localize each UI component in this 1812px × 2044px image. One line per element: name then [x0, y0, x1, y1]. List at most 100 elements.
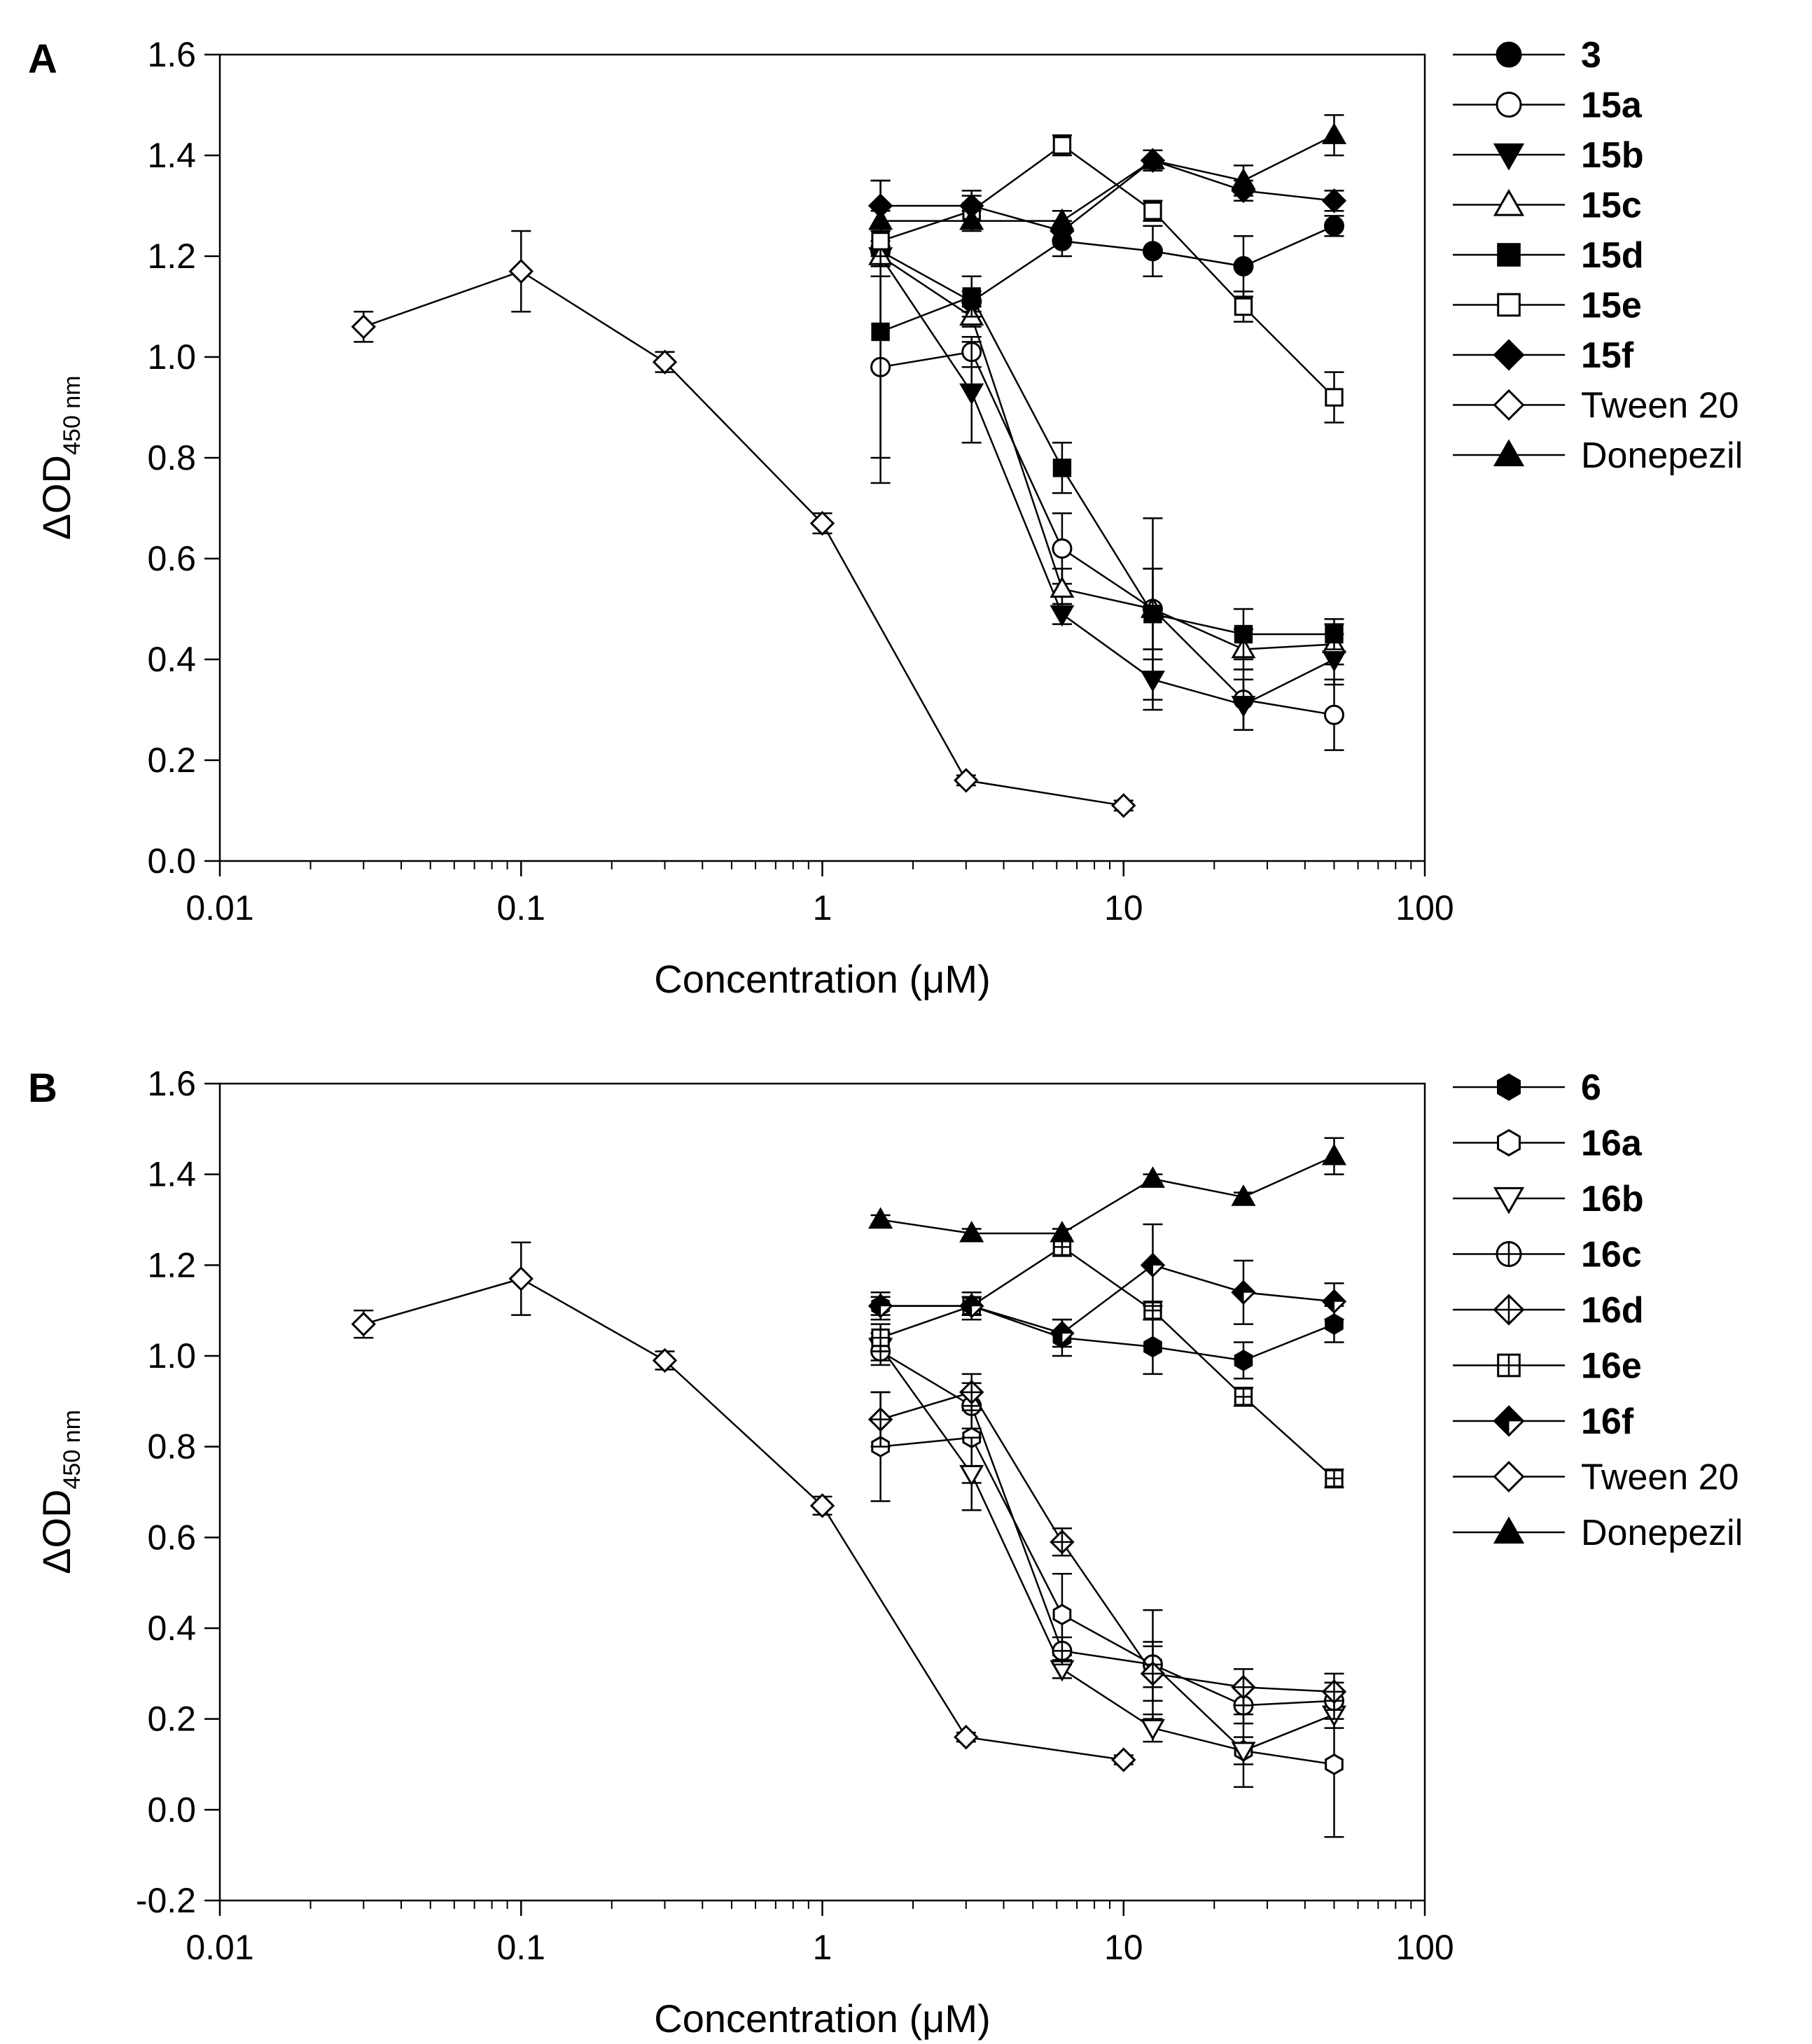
data-point-a-4-5-shape	[1325, 624, 1344, 644]
data-point-a-4-5	[1325, 624, 1344, 644]
legend-entry-a-4: 15d	[1453, 235, 1644, 276]
data-point-a-4-2-shape	[1052, 458, 1072, 477]
y-tick-label-a-6: 1.2	[147, 237, 196, 276]
data-point-a-7-4-shape	[954, 768, 979, 793]
data-point-a-0-4	[1233, 255, 1254, 276]
legend-marker-a-1-shape	[1496, 92, 1522, 118]
data-point-a-1-5	[1323, 704, 1344, 725]
data-point-a-8-4-shape	[1231, 168, 1256, 190]
x-tick-label-b-1: 0.1	[496, 1928, 545, 1967]
data-point-a-5-3	[1143, 202, 1162, 220]
legend-entry-a-2: 15b	[1453, 135, 1644, 176]
y-tick-label-a-7: 1.4	[147, 136, 196, 175]
data-point-b-2-4-shape	[1231, 1742, 1256, 1764]
legend-entry-b-0: 6	[1453, 1068, 1601, 1108]
data-point-a-2-3	[1140, 671, 1165, 692]
legend-label-b-6: 16f	[1581, 1401, 1634, 1442]
y-axis-label-subscript-a: 450 nm	[59, 376, 85, 455]
legend-label-b-7: Tween 20	[1581, 1457, 1739, 1498]
data-point-b-6-2-quarter	[1061, 1321, 1074, 1334]
data-point-a-3-2	[1050, 576, 1075, 598]
data-point-a-4-0-shape	[871, 322, 890, 342]
series-line-b-8	[880, 1155, 1334, 1235]
data-point-b-2-4	[1231, 1742, 1256, 1764]
data-point-b-0-3-shape	[1143, 1336, 1162, 1358]
data-point-b-8-5-shape	[1321, 1143, 1347, 1166]
y-tick-label-b-3: 0.4	[147, 1609, 196, 1648]
x-tick-label-a-1: 0.1	[496, 888, 545, 927]
data-point-b-6-4	[1231, 1280, 1256, 1305]
series-line-b-4	[880, 1391, 1334, 1693]
data-point-b-8-5	[1321, 1143, 1347, 1166]
legend-marker-a-0	[1496, 41, 1522, 68]
data-point-a-8-5-shape	[1321, 122, 1347, 144]
legend-marker-a-1	[1496, 92, 1522, 118]
data-point-b-8-1-shape	[959, 1220, 984, 1242]
x-tick-label-b-0: 0.01	[186, 1928, 253, 1967]
legend-entry-a-1: 15a	[1453, 85, 1643, 126]
data-point-a-5-3-shape	[1143, 202, 1162, 220]
series-line-b-1	[880, 1436, 1334, 1765]
legend-label-b-4: 16d	[1581, 1290, 1644, 1331]
data-point-b-4-3	[1140, 1661, 1166, 1686]
data-point-a-5-2	[1052, 136, 1072, 155]
legend-entry-b-8: Donepezil	[1453, 1513, 1743, 1553]
data-point-b-7-3	[809, 1493, 835, 1518]
legend-marker-b-2-shape	[1493, 1186, 1525, 1214]
data-point-b-8-2-shape	[1050, 1220, 1075, 1242]
data-point-a-8-1-shape	[959, 208, 984, 230]
data-point-a-7-2-shape	[652, 349, 678, 374]
data-point-a-7-0	[351, 314, 377, 340]
data-point-a-2-1	[959, 383, 984, 405]
y-axis-label-a: ΔOD450 nm	[34, 376, 85, 540]
data-point-b-7-4-shape	[954, 1724, 979, 1750]
data-point-b-4-4-cross	[1232, 1676, 1255, 1698]
legend-label-a-5: 15e	[1581, 286, 1642, 326]
x-tick-label-a-2: 1	[813, 888, 832, 927]
data-point-a-5-5	[1325, 388, 1344, 407]
data-point-a-8-2-shape	[1050, 208, 1075, 230]
data-point-b-6-4-quarter	[1243, 1280, 1255, 1293]
data-point-a-6-5-shape	[1321, 188, 1347, 214]
legend-marker-a-4	[1497, 243, 1521, 267]
panel-label-a: A	[28, 36, 57, 82]
chart-panel-a: 0.01 0.1 1 10 100 0.0 0.2 0.4 0.6 0.8 1.0 1.2 1.4 1.6…	[34, 35, 1743, 1001]
legend-marker-b-2	[1493, 1186, 1525, 1214]
data-point-b-8-3-shape	[1140, 1166, 1165, 1188]
legend-marker-a-8-shape	[1493, 439, 1525, 467]
legend-label-a-7: Tween 20	[1581, 386, 1739, 426]
data-point-b-6-0	[867, 1293, 893, 1319]
data-point-b-2-1-shape	[959, 1464, 984, 1487]
data-point-a-3-2-shape	[1050, 576, 1075, 598]
legend-marker-a-5-shape	[1497, 293, 1521, 317]
series-line-a-7	[363, 270, 1124, 807]
series-a-7	[351, 230, 1136, 818]
data-point-b-5-0-cross	[872, 1329, 889, 1346]
data-point-a-4-3-shape	[1143, 605, 1162, 624]
data-point-a-5-2-shape	[1052, 136, 1072, 155]
data-point-a-6-5	[1321, 188, 1347, 214]
data-point-b-4-5-cross	[1323, 1681, 1346, 1703]
series-b-4	[867, 1373, 1347, 1711]
legend-label-b-1: 16a	[1581, 1124, 1643, 1164]
legend-label-b-3: 16c	[1581, 1235, 1642, 1275]
data-point-b-7-2-shape	[652, 1348, 678, 1373]
data-point-b-6-1-quarter	[971, 1294, 984, 1307]
y-tick-label-b-5: 0.8	[147, 1427, 196, 1466]
data-point-b-0-3	[1143, 1336, 1162, 1358]
data-point-a-5-0	[871, 232, 890, 251]
data-point-a-7-0-shape	[351, 314, 377, 340]
legend-entry-b-5: 16e	[1453, 1346, 1642, 1387]
legend-label-b-2: 16b	[1581, 1179, 1644, 1219]
data-point-a-4-2	[1052, 458, 1072, 477]
legend-label-b-0: 6	[1581, 1068, 1601, 1108]
x-tick-label-a-4: 100	[1395, 888, 1454, 927]
legend-marker-b-4-cross	[1494, 1295, 1524, 1324]
legend-entry-b-7: Tween 20	[1453, 1457, 1739, 1498]
legend-marker-b-7	[1493, 1460, 1525, 1493]
data-point-b-4-5	[1321, 1679, 1347, 1704]
data-point-a-8-3-shape	[1140, 148, 1165, 169]
series-a-4	[870, 179, 1344, 661]
y-tick-label-b-9: 1.6	[147, 1064, 196, 1103]
